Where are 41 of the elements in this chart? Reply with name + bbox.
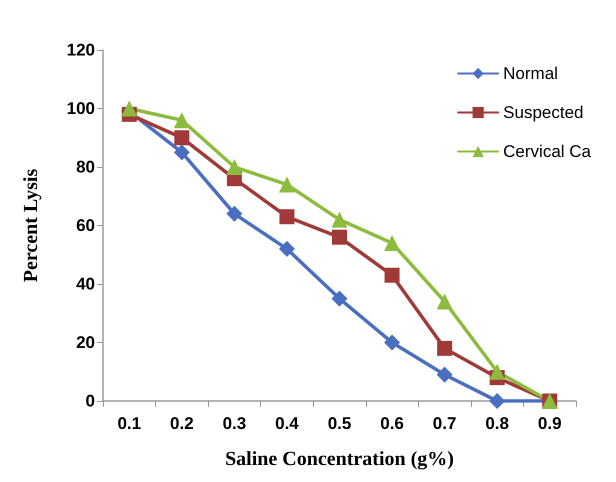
x-tick-label: 0.1	[117, 414, 142, 433]
x-tick-label: 0.5	[328, 414, 352, 433]
point	[332, 290, 348, 307]
y-tick-label: 120	[66, 40, 95, 60]
legend-label: Normal	[503, 64, 558, 83]
y-tick-label: 0	[86, 392, 95, 410]
point	[174, 112, 190, 128]
y-tick-label: 100	[66, 99, 95, 118]
y-tick-label: 80	[76, 158, 95, 176]
x-tick-label: 0.6	[380, 414, 404, 433]
x-tick-label: 0.8	[485, 414, 509, 433]
legend-label: Cervical Ca	[503, 142, 592, 161]
point	[278, 176, 295, 193]
legend-label: Suspected	[503, 103, 584, 122]
x-tick-label: 0.7	[432, 414, 456, 433]
point	[278, 240, 295, 257]
point	[436, 366, 453, 383]
point	[332, 230, 347, 245]
point	[489, 393, 506, 409]
x-axis-title: Saline Concentration (g%)	[225, 448, 454, 470]
point	[174, 144, 190, 160]
point	[437, 340, 452, 356]
x-tick-label: 0.4	[275, 414, 300, 433]
y-tick-label: 40	[76, 274, 95, 294]
point	[384, 268, 400, 283]
y-tick-label: 20	[76, 333, 95, 352]
point	[226, 206, 242, 222]
point	[384, 235, 400, 252]
point	[279, 209, 294, 224]
y-tick-label: 60	[76, 216, 95, 235]
x-tick-label: 0.3	[222, 414, 246, 433]
x-tick-label: 0.2	[170, 414, 194, 433]
point	[489, 364, 506, 380]
point	[436, 294, 453, 310]
x-tick-label: 0.9	[538, 414, 562, 433]
point	[332, 212, 348, 228]
y-axis-title: Percent Lysis	[20, 168, 42, 282]
point	[384, 334, 400, 350]
point	[174, 130, 190, 146]
point	[121, 100, 138, 116]
point	[226, 159, 242, 175]
